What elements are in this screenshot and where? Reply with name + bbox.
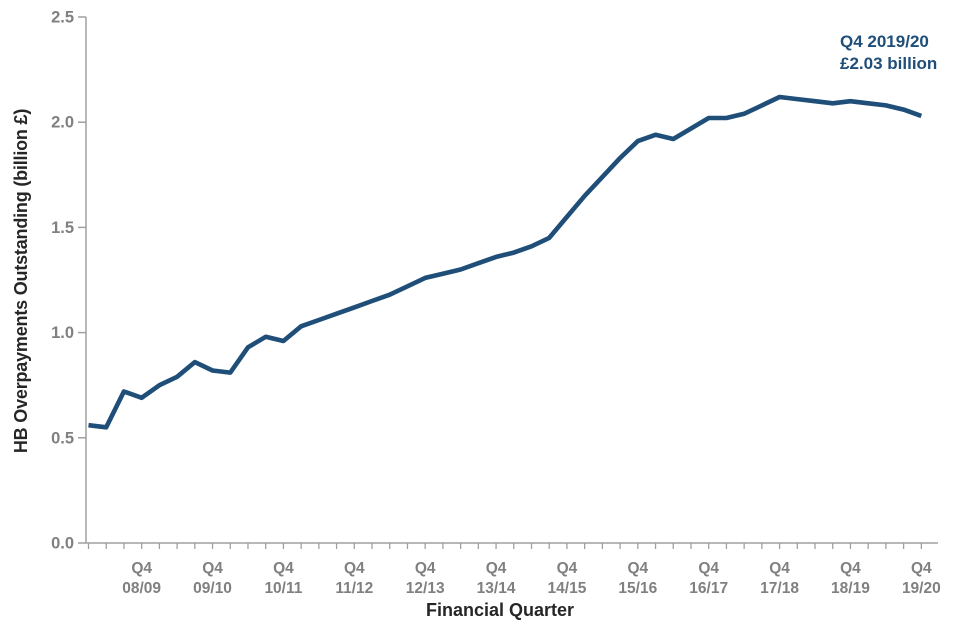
x-tick-label-quarter: Q4 (344, 560, 365, 577)
x-tick-label-quarter: Q4 (911, 560, 932, 577)
annotation-quarter-label: Q4 2019/20 (840, 32, 929, 51)
x-tick-label-year: 10/11 (264, 580, 302, 597)
x-tick-label-year: 13/14 (477, 580, 516, 597)
y-tick-label: 1.0 (51, 324, 74, 342)
x-tick-label-year: 11/12 (335, 580, 373, 597)
x-tick-label-year: 14/15 (548, 580, 587, 597)
x-tick-label-quarter: Q4 (627, 560, 648, 577)
x-tick-label-year: 15/16 (618, 580, 657, 597)
x-tick-label-quarter: Q4 (557, 560, 578, 577)
x-tick-label-year: 19/20 (902, 580, 941, 597)
x-tick-label-year: 12/13 (406, 580, 445, 597)
x-tick-label-quarter: Q4 (769, 560, 790, 577)
x-tick-label-year: 08/09 (122, 580, 161, 597)
x-tick-label-quarter: Q4 (840, 560, 861, 577)
latest-value-annotation: Q4 2019/20 £2.03 billion (840, 31, 937, 75)
x-tick-label-quarter: Q4 (486, 560, 507, 577)
x-axis-title: Financial Quarter (425, 600, 575, 620)
y-tick-label: 0.5 (51, 429, 74, 447)
x-tick-label-quarter: Q4 (698, 560, 719, 577)
x-tick-label-year: 18/19 (831, 580, 870, 597)
y-axis-title: HB Overpayments Outstanding (billion £) (11, 108, 31, 454)
annotation-value-label: £2.03 billion (840, 54, 938, 73)
y-tick-label: 1.5 (51, 219, 74, 237)
x-tick-label-quarter: Q4 (202, 560, 223, 577)
x-tick-label-year: 17/18 (760, 580, 799, 597)
data-line (88, 94, 923, 430)
x-tick-label-quarter: Q4 (415, 560, 436, 577)
x-tick-label-year: 09/10 (193, 580, 232, 597)
x-tick-label-year: 16/17 (689, 580, 728, 597)
y-tick-label: 0.0 (51, 535, 74, 553)
y-tick-label: 2.5 (51, 9, 74, 27)
x-tick-label-quarter: Q4 (273, 560, 294, 577)
x-tick-label-quarter: Q4 (131, 560, 152, 577)
y-tick-label: 2.0 (51, 114, 74, 132)
